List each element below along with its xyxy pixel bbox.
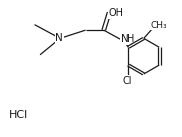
Text: N: N: [55, 33, 63, 43]
Text: Cl: Cl: [123, 76, 132, 86]
Text: HCl: HCl: [9, 110, 28, 120]
Text: N: N: [121, 34, 128, 44]
Text: CH₃: CH₃: [151, 21, 168, 30]
Text: H: H: [127, 34, 134, 44]
Text: OH: OH: [108, 8, 123, 18]
